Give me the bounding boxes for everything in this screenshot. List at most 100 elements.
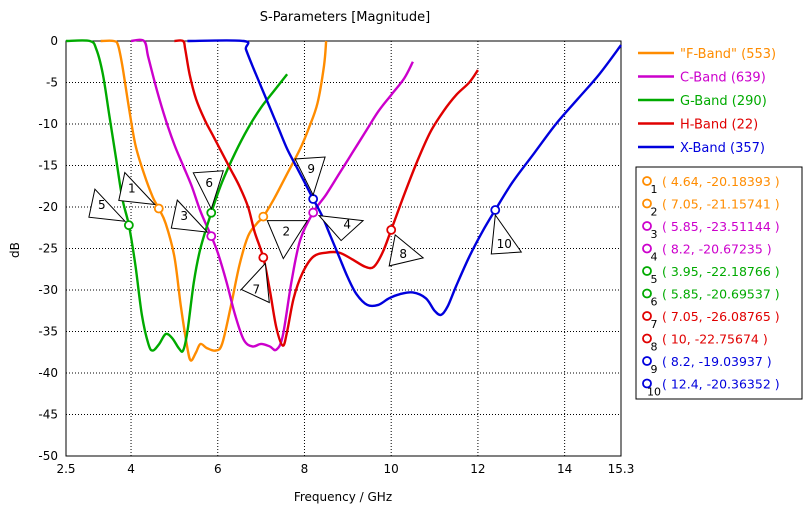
- x-tick-label: 8: [301, 462, 309, 476]
- marker-table-icon: [642, 266, 652, 276]
- marker-table-row: 10( 12.4, -20.36352 ): [642, 377, 780, 399]
- marker-flag-label: 1: [128, 182, 136, 196]
- marker-6: 6: [192, 170, 224, 218]
- legend-entry-f-band: "F-Band" (553): [680, 47, 776, 62]
- marker-table-icon: [642, 311, 652, 321]
- marker-table-value: ( 4.64, -20.18393 ): [662, 174, 780, 189]
- x-tick-label: 2.5: [56, 462, 75, 476]
- marker-flag: [294, 156, 326, 197]
- marker-table-icon: [642, 333, 652, 344]
- marker-table-id: 9: [651, 363, 658, 376]
- marker-flag: [88, 188, 127, 222]
- x-axis-label: Frequency / GHz: [294, 490, 392, 504]
- y-tick-label: -10: [38, 117, 58, 131]
- marker-table-id: 7: [651, 318, 658, 331]
- marker-table-row: 4 ( 8.2, -20.67235 ): [642, 242, 772, 264]
- marker-table-icon: [642, 243, 652, 254]
- y-tick-label: -25: [38, 242, 58, 256]
- marker-table-value: ( 12.4, -20.36352 ): [662, 377, 780, 392]
- y-tick-label: -45: [38, 408, 58, 422]
- marker-flag: [170, 199, 209, 233]
- marker-point: [123, 220, 134, 231]
- x-tick-label: 4: [127, 462, 135, 476]
- marker-layer: 1 2 3 4 5 6 7 8 9 10: [88, 156, 523, 304]
- marker-point: [490, 205, 501, 215]
- marker-table-id: 8: [651, 341, 658, 354]
- y-axis-label: dB: [8, 242, 22, 258]
- marker-table-id: 2: [651, 206, 658, 219]
- y-tick-label: -5: [46, 76, 58, 90]
- plot-frame: [65, 40, 622, 457]
- marker-flag: [266, 220, 309, 260]
- marker-flag-label: 9: [307, 162, 315, 176]
- series-line-c-band: [130, 38, 414, 352]
- marker-table-row: 9 ( 8.2, -19.03937 ): [642, 354, 772, 376]
- marker-7: 7: [240, 252, 270, 304]
- marker-table-icon: [642, 378, 652, 389]
- y-tick-label: -35: [38, 325, 58, 339]
- marker-flag-label: 2: [282, 225, 290, 239]
- marker-3: 3: [170, 199, 217, 242]
- marker-point: [308, 194, 319, 204]
- x-tick-label: 14: [557, 462, 572, 476]
- marker-table-id: 10: [647, 386, 661, 399]
- marker-table-value: ( 5.85, -20.69537 ): [662, 287, 780, 302]
- marker-table: 1 ( 4.64, -20.18393 ) 2 ( 7.05, -21.15741 )…: [635, 166, 803, 400]
- marker-8: 8: [386, 224, 425, 267]
- series-layer: [65, 38, 622, 362]
- marker-point: [308, 207, 319, 218]
- marker-table-row: 6 ( 5.85, -20.69537 ): [642, 287, 780, 309]
- marker-1: 1: [118, 171, 164, 214]
- marker-table-row: 2 ( 7.05, -21.15741 ): [642, 197, 780, 219]
- marker-flag: [192, 170, 224, 211]
- marker-table-value: ( 3.95, -22.18766 ): [662, 264, 780, 279]
- marker-flag: [490, 213, 523, 255]
- marker-point: [153, 203, 164, 214]
- y-tick-label: -40: [38, 366, 58, 380]
- legend-entry-h-band: H-Band (22): [680, 118, 758, 133]
- marker-flag-label: 8: [399, 247, 407, 261]
- x-tick-label: 10: [384, 462, 399, 476]
- marker-9: 9: [294, 156, 326, 204]
- y-tick-label: -30: [38, 283, 58, 297]
- marker-table-row: 7 ( 7.05, -26.08765 ): [642, 309, 780, 331]
- y-tick-label: -20: [38, 200, 58, 214]
- marker-point: [258, 252, 269, 263]
- series-line-h-band: [174, 39, 479, 347]
- marker-table-value: ( 8.2, -20.67235 ): [662, 242, 772, 257]
- marker-table-id: 6: [651, 296, 658, 309]
- marker-flag: [240, 262, 270, 304]
- marker-table-id: 3: [651, 228, 658, 241]
- marker-flag: [118, 171, 157, 206]
- grid: [66, 41, 621, 456]
- marker-4: 4: [308, 207, 365, 242]
- x-tick-label: 15.3: [608, 462, 635, 476]
- series-line-g-band: [65, 39, 289, 353]
- marker-table-id: 5: [651, 273, 658, 286]
- marker-point: [386, 224, 397, 235]
- marker-table-value: ( 7.05, -26.08765 ): [662, 309, 780, 324]
- marker-flag-label: 6: [205, 176, 213, 190]
- marker-flag: [388, 233, 425, 267]
- y-tick-label: -15: [38, 159, 58, 173]
- legend-entry-x-band: X-Band (357): [680, 141, 765, 156]
- y-tick-label: 0: [50, 34, 58, 48]
- marker-table-id: 4: [651, 251, 658, 264]
- marker-table-frame: [635, 166, 803, 400]
- marker-table-row: 8 ( 10, -22.75674 ): [642, 332, 768, 354]
- marker-flag-label: 7: [252, 283, 260, 297]
- marker-flag: [317, 214, 365, 242]
- marker-point: [206, 207, 217, 218]
- axis-ticks: 2.5 4 6 8 10 12 14 15.30-5-10-15-20-25-30-35-40…: [38, 34, 634, 476]
- marker-table-id: 1: [651, 183, 658, 196]
- marker-table-value: ( 8.2, -19.03937 ): [662, 354, 772, 369]
- marker-table-icon: [642, 176, 652, 186]
- x-tick-label: 6: [214, 462, 222, 476]
- marker-flag-label: 5: [98, 198, 106, 212]
- legend-entry-c-band: C-Band (639): [680, 71, 766, 86]
- series-line-x-band: [187, 39, 622, 317]
- marker-table-row: 3 ( 5.85, -23.51144 ): [642, 219, 780, 241]
- marker-2: 2: [258, 211, 309, 260]
- marker-table-icon: [642, 288, 652, 299]
